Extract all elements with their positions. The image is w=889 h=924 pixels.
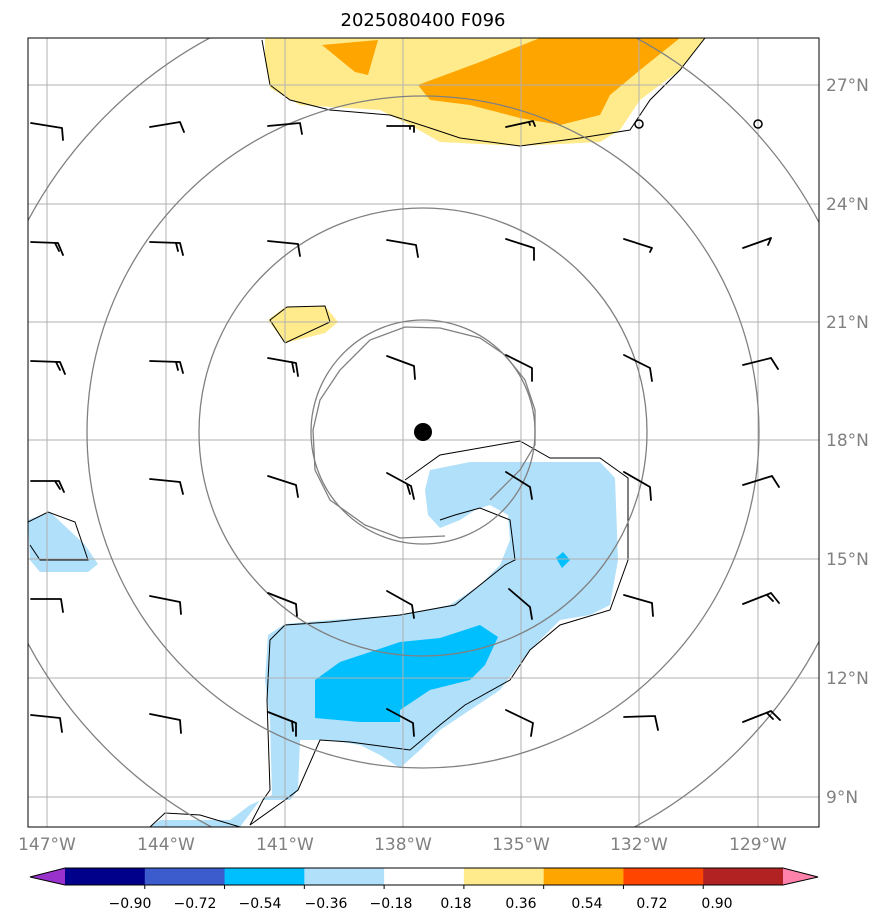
wind-barb	[505, 238, 535, 261]
colorbar-extend-max	[783, 868, 818, 885]
wind-barb	[386, 590, 415, 619]
colorbar-segments	[30, 868, 818, 885]
colorbar-tick-label: 0.54	[571, 896, 602, 912]
colorbar-tick-label: −0.72	[174, 896, 217, 912]
colorbar-tick-label: 0.72	[636, 896, 667, 912]
wind-barb	[742, 710, 781, 723]
colorbar-segment	[463, 868, 545, 885]
lon-tick-label: 129°W	[729, 835, 787, 855]
colorbar-segment	[304, 868, 385, 885]
gridlines	[28, 38, 819, 827]
wind-barb	[386, 125, 415, 133]
lon-tick-label: 132°W	[610, 835, 668, 855]
lat-axis: 27°N 24°N 21°N 18°N 15°N 12°N 9°N	[826, 76, 869, 808]
colorbar-ticks	[144, 885, 704, 889]
wind-barb	[505, 471, 533, 500]
calm-wind-marker	[753, 119, 763, 129]
wind-barb	[30, 480, 65, 493]
lon-tick-label: 135°W	[492, 835, 550, 855]
wind-barb	[149, 595, 182, 615]
wind-barb	[623, 594, 654, 617]
wind-barb	[267, 122, 303, 135]
wind-barb	[623, 354, 653, 382]
lon-axis: 147°W 144°W 141°W 138°W 135°W 132°W 129°…	[18, 835, 787, 855]
lat-tick-label: 15°N	[826, 550, 869, 570]
lat-tick-label: 12°N	[826, 669, 869, 689]
wind-barbs	[30, 119, 781, 737]
colorbar-segment	[543, 868, 624, 885]
colorbar-segment	[65, 868, 146, 885]
colorbar-outline	[29, 867, 819, 886]
wind-barb	[508, 588, 533, 620]
wind-barb	[149, 360, 184, 374]
wind-barb	[505, 120, 536, 128]
wind-barb	[30, 714, 63, 733]
wind-barb	[149, 121, 185, 133]
wind-barb	[623, 238, 653, 253]
wind-barb	[742, 357, 779, 370]
colorbar-tick-label: 0.90	[701, 896, 732, 912]
lon-tick-label: 141°W	[256, 835, 314, 855]
wind-barb	[149, 241, 184, 256]
lat-tick-label: 9°N	[826, 788, 858, 808]
colorbar: −0.90 −0.72 −0.54 −0.36 −0.18 0.18 0.36 …	[29, 867, 819, 912]
colorbar-segment	[384, 868, 465, 885]
wind-barb	[505, 354, 533, 382]
wind-barb	[267, 592, 298, 617]
wind-barb	[742, 237, 772, 249]
colorbar-segment	[623, 868, 704, 885]
wind-barb	[742, 592, 780, 605]
wind-barb	[742, 475, 780, 488]
lon-tick-label: 138°W	[374, 835, 432, 855]
negative-shading	[28, 462, 618, 827]
lon-tick-label: 147°W	[18, 835, 76, 855]
colorbar-extend-min	[30, 868, 65, 885]
lat-tick-label: 27°N	[826, 76, 869, 96]
colorbar-tick-label: −0.54	[239, 896, 282, 912]
colorbar-tick-label: −0.18	[370, 896, 413, 912]
colorbar-tick-label: 0.18	[440, 896, 471, 912]
wind-barb	[386, 239, 419, 258]
wind-barb	[30, 598, 64, 613]
colorbar-segment	[703, 868, 784, 885]
contour-lines	[28, 38, 706, 827]
colorbar-segment	[224, 868, 305, 885]
wind-barb	[386, 708, 415, 737]
colorbar-tick-label: 0.36	[505, 896, 536, 912]
wind-barb	[267, 475, 299, 498]
wind-barb	[505, 709, 534, 737]
positive-shading	[265, 38, 705, 343]
storm-center-marker	[414, 423, 432, 441]
wind-barb	[149, 478, 184, 495]
calm-wind-marker	[634, 119, 644, 129]
map-title: 2025080400 F096	[341, 10, 506, 31]
wind-barb	[623, 471, 652, 501]
wind-barb	[30, 360, 66, 375]
wind-barb	[623, 715, 659, 731]
colorbar-tick-label: −0.90	[109, 896, 152, 912]
colorbar-segment	[144, 868, 226, 885]
wind-barb	[30, 241, 64, 256]
colorbar-tick-label: −0.36	[305, 896, 348, 912]
wind-barb	[267, 240, 301, 257]
wind-barb	[267, 357, 299, 377]
lat-tick-label: 18°N	[826, 431, 869, 451]
wind-barb	[149, 713, 182, 734]
wind-barb	[386, 472, 415, 500]
wind-barb	[386, 355, 416, 380]
wind-barb	[30, 122, 64, 141]
rainband-contour	[312, 326, 536, 539]
lon-tick-label: 144°W	[137, 835, 195, 855]
wind-barb	[267, 711, 297, 737]
map-frame	[27, 37, 820, 828]
map-area	[28, 38, 819, 827]
lat-tick-label: 21°N	[826, 313, 869, 333]
lat-tick-label: 24°N	[826, 195, 869, 215]
